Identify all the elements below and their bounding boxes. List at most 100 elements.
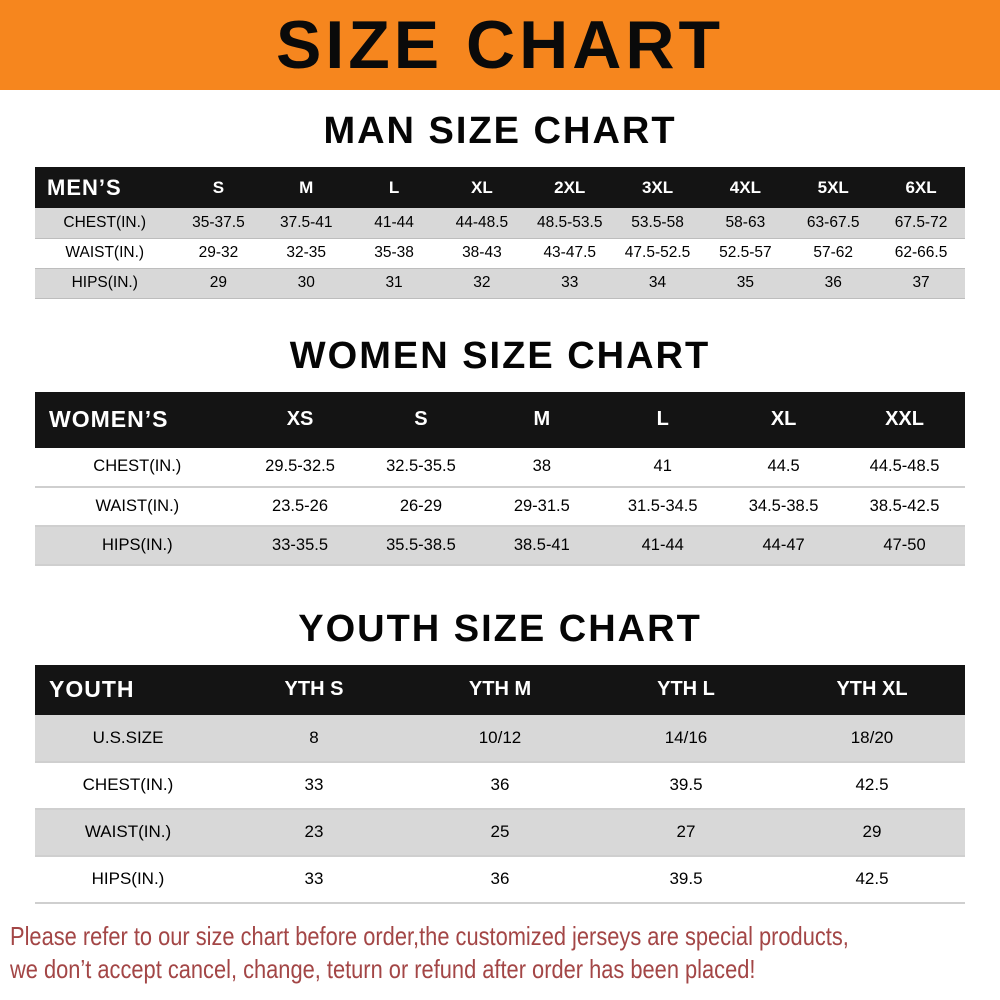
women-size-chart-heading: WOMEN SIZE CHART bbox=[289, 334, 711, 377]
size-header-cell: YTH L bbox=[593, 664, 779, 715]
size-value-cell: 41-44 bbox=[641, 535, 684, 554]
size-value-cell: 41-44 bbox=[374, 213, 414, 231]
size-value-cell: 44.5 bbox=[767, 457, 800, 475]
size-value-cell: 52.5-57 bbox=[719, 244, 772, 261]
youth-size-table: YOUTH YTH S YTH M YTH L YTH XL U.S.SIZE 8 10/12… bbox=[35, 664, 965, 904]
size-value-cell: 31 bbox=[385, 274, 403, 291]
size-header-cell: 4XL bbox=[701, 167, 790, 208]
table-title-cell: WOMEN’S bbox=[35, 391, 240, 448]
size-header-cell: L bbox=[350, 167, 438, 208]
man-size-chart-heading: MAN SIZE CHART bbox=[323, 110, 677, 152]
size-value-cell: 47.5-52.5 bbox=[624, 244, 691, 261]
size-value-cell: 58-63 bbox=[725, 213, 766, 231]
size-header-cell: 6XL bbox=[877, 167, 965, 208]
size-value-cell: 39.5 bbox=[669, 869, 703, 888]
size-header-cell: 5XL bbox=[789, 167, 878, 208]
size-header-cell: YTH M bbox=[407, 664, 593, 715]
table-row: WAIST(IN.) 23 25 27 29 bbox=[35, 808, 965, 856]
size-value-cell: 63-67.5 bbox=[806, 213, 860, 231]
size-value-cell: 35 bbox=[736, 274, 754, 291]
size-header-cell: 2XL bbox=[525, 167, 614, 208]
size-value-cell: 26-29 bbox=[399, 496, 443, 515]
size-value-cell: 31.5-34.5 bbox=[627, 496, 698, 515]
table-row: HIPS(IN.) 33-35.5 35.5-38.5 38.5-41 41-44 44-… bbox=[35, 525, 965, 565]
size-value-cell: 27 bbox=[676, 822, 696, 841]
row-label: CHEST(IN.) bbox=[82, 775, 174, 794]
size-header-cell: S bbox=[360, 391, 482, 448]
size-value-cell: 29 bbox=[862, 822, 882, 841]
size-header-cell: XL bbox=[437, 167, 526, 208]
size-value-cell: 44-48.5 bbox=[455, 213, 509, 231]
size-value-cell: 38-43 bbox=[462, 244, 502, 261]
table-row: CHEST(IN.) 33 36 39.5 42.5 bbox=[35, 762, 965, 809]
size-value-cell: 18/20 bbox=[850, 727, 894, 747]
size-value-cell: 29-32 bbox=[198, 244, 239, 261]
size-value-cell: 33-35.5 bbox=[272, 535, 329, 554]
size-value-cell: 36 bbox=[824, 274, 842, 291]
size-header-cell: 3XL bbox=[613, 167, 702, 208]
size-value-cell: 43-47.5 bbox=[543, 244, 597, 261]
table-row: CHEST(IN.) 29.5-32.5 32.5-35.5 38 41 44.5 44.5… bbox=[35, 448, 965, 487]
table-row: WAIST(IN.) 29-32 32-35 35-38 38-43 43-47.5 47.… bbox=[35, 238, 965, 268]
row-label: WAIST(IN.) bbox=[84, 822, 172, 841]
size-header-cell: M bbox=[481, 391, 603, 448]
size-header-cell: XL bbox=[723, 391, 845, 448]
size-value-cell: 38.5-41 bbox=[513, 535, 570, 554]
size-chart-banner: SIZE CHART bbox=[0, 0, 1000, 90]
table-title-cell: YOUTH bbox=[35, 664, 221, 715]
row-label: CHEST(IN.) bbox=[93, 457, 182, 475]
size-header-cell: YTH XL bbox=[779, 664, 965, 715]
size-value-cell: 47-50 bbox=[883, 535, 926, 554]
size-value-cell: 38.5-42.5 bbox=[869, 496, 940, 515]
size-value-cell: 34.5-38.5 bbox=[748, 496, 819, 515]
size-value-cell: 37.5-41 bbox=[279, 213, 333, 231]
table-title-cell: MEN’S bbox=[35, 167, 175, 208]
row-label: HIPS(IN.) bbox=[71, 274, 138, 291]
size-value-cell: 42.5 bbox=[855, 869, 889, 888]
size-value-cell: 33 bbox=[561, 274, 579, 291]
table-row: HIPS(IN.) 33 36 39.5 42.5 bbox=[35, 856, 965, 903]
row-label: HIPS(IN.) bbox=[102, 535, 173, 554]
table-row: U.S.SIZE 8 10/12 14/16 18/20 bbox=[35, 714, 965, 762]
size-value-cell: 57-62 bbox=[813, 244, 854, 261]
order-policy-line-1: Please refer to our size chart before or… bbox=[10, 920, 849, 951]
row-label: WAIST(IN.) bbox=[95, 496, 180, 515]
size-value-cell: 29-31.5 bbox=[513, 496, 570, 515]
size-value-cell: 53.5-58 bbox=[631, 213, 684, 231]
size-value-cell: 34 bbox=[648, 274, 667, 291]
size-value-cell: 42.5 bbox=[855, 775, 889, 794]
mens-size-table: MEN’S S M L XL 2XL 3XL 4XL 5XL 6XL CHEST(IN.) 35-37… bbox=[35, 167, 965, 299]
womens-size-table: WOMEN’S XS S M L XL XXL CHEST(IN.) 29.5-32.5 32.5… bbox=[35, 391, 965, 566]
size-value-cell: 36 bbox=[490, 775, 510, 794]
order-policy-note: Please refer to our size chart before or… bbox=[10, 920, 1000, 988]
size-value-cell: 35-38 bbox=[374, 244, 414, 261]
row-label: WAIST(IN.) bbox=[65, 244, 145, 261]
size-value-cell: 37 bbox=[912, 274, 930, 291]
size-value-cell: 25 bbox=[490, 822, 510, 841]
order-policy-line-2: we don’t accept cancel, change, teturn o… bbox=[10, 954, 756, 985]
size-value-cell: 29 bbox=[209, 274, 228, 291]
size-value-cell: 39.5 bbox=[669, 775, 703, 794]
size-header-cell: L bbox=[602, 391, 724, 448]
size-header-cell: S bbox=[174, 167, 263, 208]
size-value-cell: 23 bbox=[304, 822, 324, 841]
table-header-row: YOUTH YTH S YTH M YTH L YTH XL bbox=[35, 664, 965, 715]
size-value-cell: 41 bbox=[653, 457, 672, 475]
size-header-cell: XS bbox=[239, 391, 361, 448]
banner-title: SIZE CHART bbox=[276, 7, 724, 83]
size-value-cell: 44.5-48.5 bbox=[869, 457, 940, 475]
size-value-cell: 33 bbox=[304, 869, 324, 888]
row-label: CHEST(IN.) bbox=[63, 213, 147, 231]
table-row: HIPS(IN.) 29 30 31 32 33 34 35 36 37 bbox=[35, 268, 965, 298]
size-value-cell: 67.5-72 bbox=[894, 213, 948, 231]
size-header-cell: YTH S bbox=[221, 664, 407, 715]
table-row: WAIST(IN.) 23.5-26 26-29 29-31.5 31.5-34.5 34… bbox=[35, 487, 965, 526]
size-value-cell: 29.5-32.5 bbox=[265, 457, 335, 475]
size-value-cell: 32-35 bbox=[286, 244, 327, 261]
size-value-cell: 38 bbox=[532, 457, 551, 475]
size-value-cell: 44-47 bbox=[762, 535, 805, 554]
row-label: HIPS(IN.) bbox=[91, 869, 165, 888]
size-header-cell: M bbox=[262, 167, 351, 208]
size-value-cell: 23.5-26 bbox=[272, 496, 329, 515]
size-header-cell: XXL bbox=[844, 391, 965, 448]
